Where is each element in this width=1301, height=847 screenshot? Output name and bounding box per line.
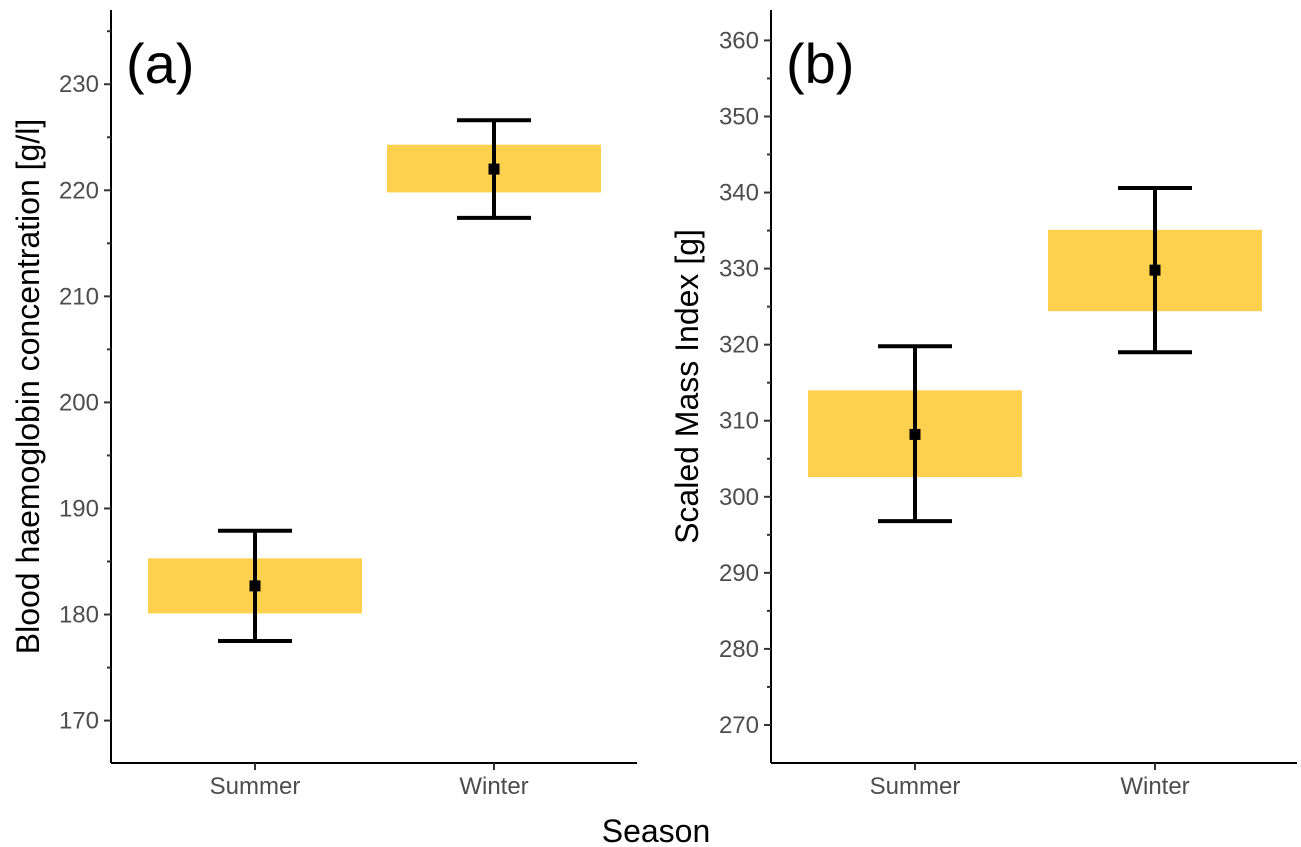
y-tick-label: 230 [59, 71, 99, 98]
y-axis-title: Blood haemoglobin concentration [g/l] [10, 119, 46, 654]
x-tick-label: Summer [870, 773, 961, 800]
y-tick-label: 200 [59, 389, 99, 416]
y-tick-label: 180 [59, 602, 99, 629]
y-tick-label: 340 [719, 180, 759, 207]
panel-label: (a) [126, 32, 194, 95]
y-tick-label: 170 [59, 708, 99, 735]
panel-label: (b) [786, 32, 854, 95]
mean-point-winter [488, 163, 500, 175]
y-tick-label: 330 [719, 256, 759, 283]
panel-b: 270 280 290 300 310 320 330 340 350 360 Summer Wint… [669, 10, 1297, 800]
y-tick-label: 320 [719, 332, 759, 359]
y-tick-label: 280 [719, 636, 759, 663]
x-tick-label: Winter [1120, 773, 1189, 800]
y-tick-label: 360 [719, 27, 759, 54]
x-axis-title: Season [602, 813, 711, 847]
y-tick-label: 220 [59, 177, 99, 204]
y-tick-label: 270 [719, 712, 759, 739]
y-tick-label: 290 [719, 560, 759, 587]
x-tick-label: Summer [210, 773, 301, 800]
y-tick-label: 310 [719, 408, 759, 435]
y-tick-label: 210 [59, 283, 99, 310]
y-tick-label: 190 [59, 495, 99, 522]
y-tick-label: 300 [719, 484, 759, 511]
x-tick-label: Winter [459, 773, 528, 800]
y-tick-label: 350 [719, 103, 759, 130]
mean-point-summer [249, 580, 261, 592]
mean-point-summer [909, 428, 921, 440]
mean-point-winter [1149, 264, 1161, 276]
y-axis-title: Scaled Mass Index [g] [669, 229, 705, 544]
panel-a: 170 180 190 200 210 220 230 Summer Winter Blood h… [10, 10, 637, 800]
